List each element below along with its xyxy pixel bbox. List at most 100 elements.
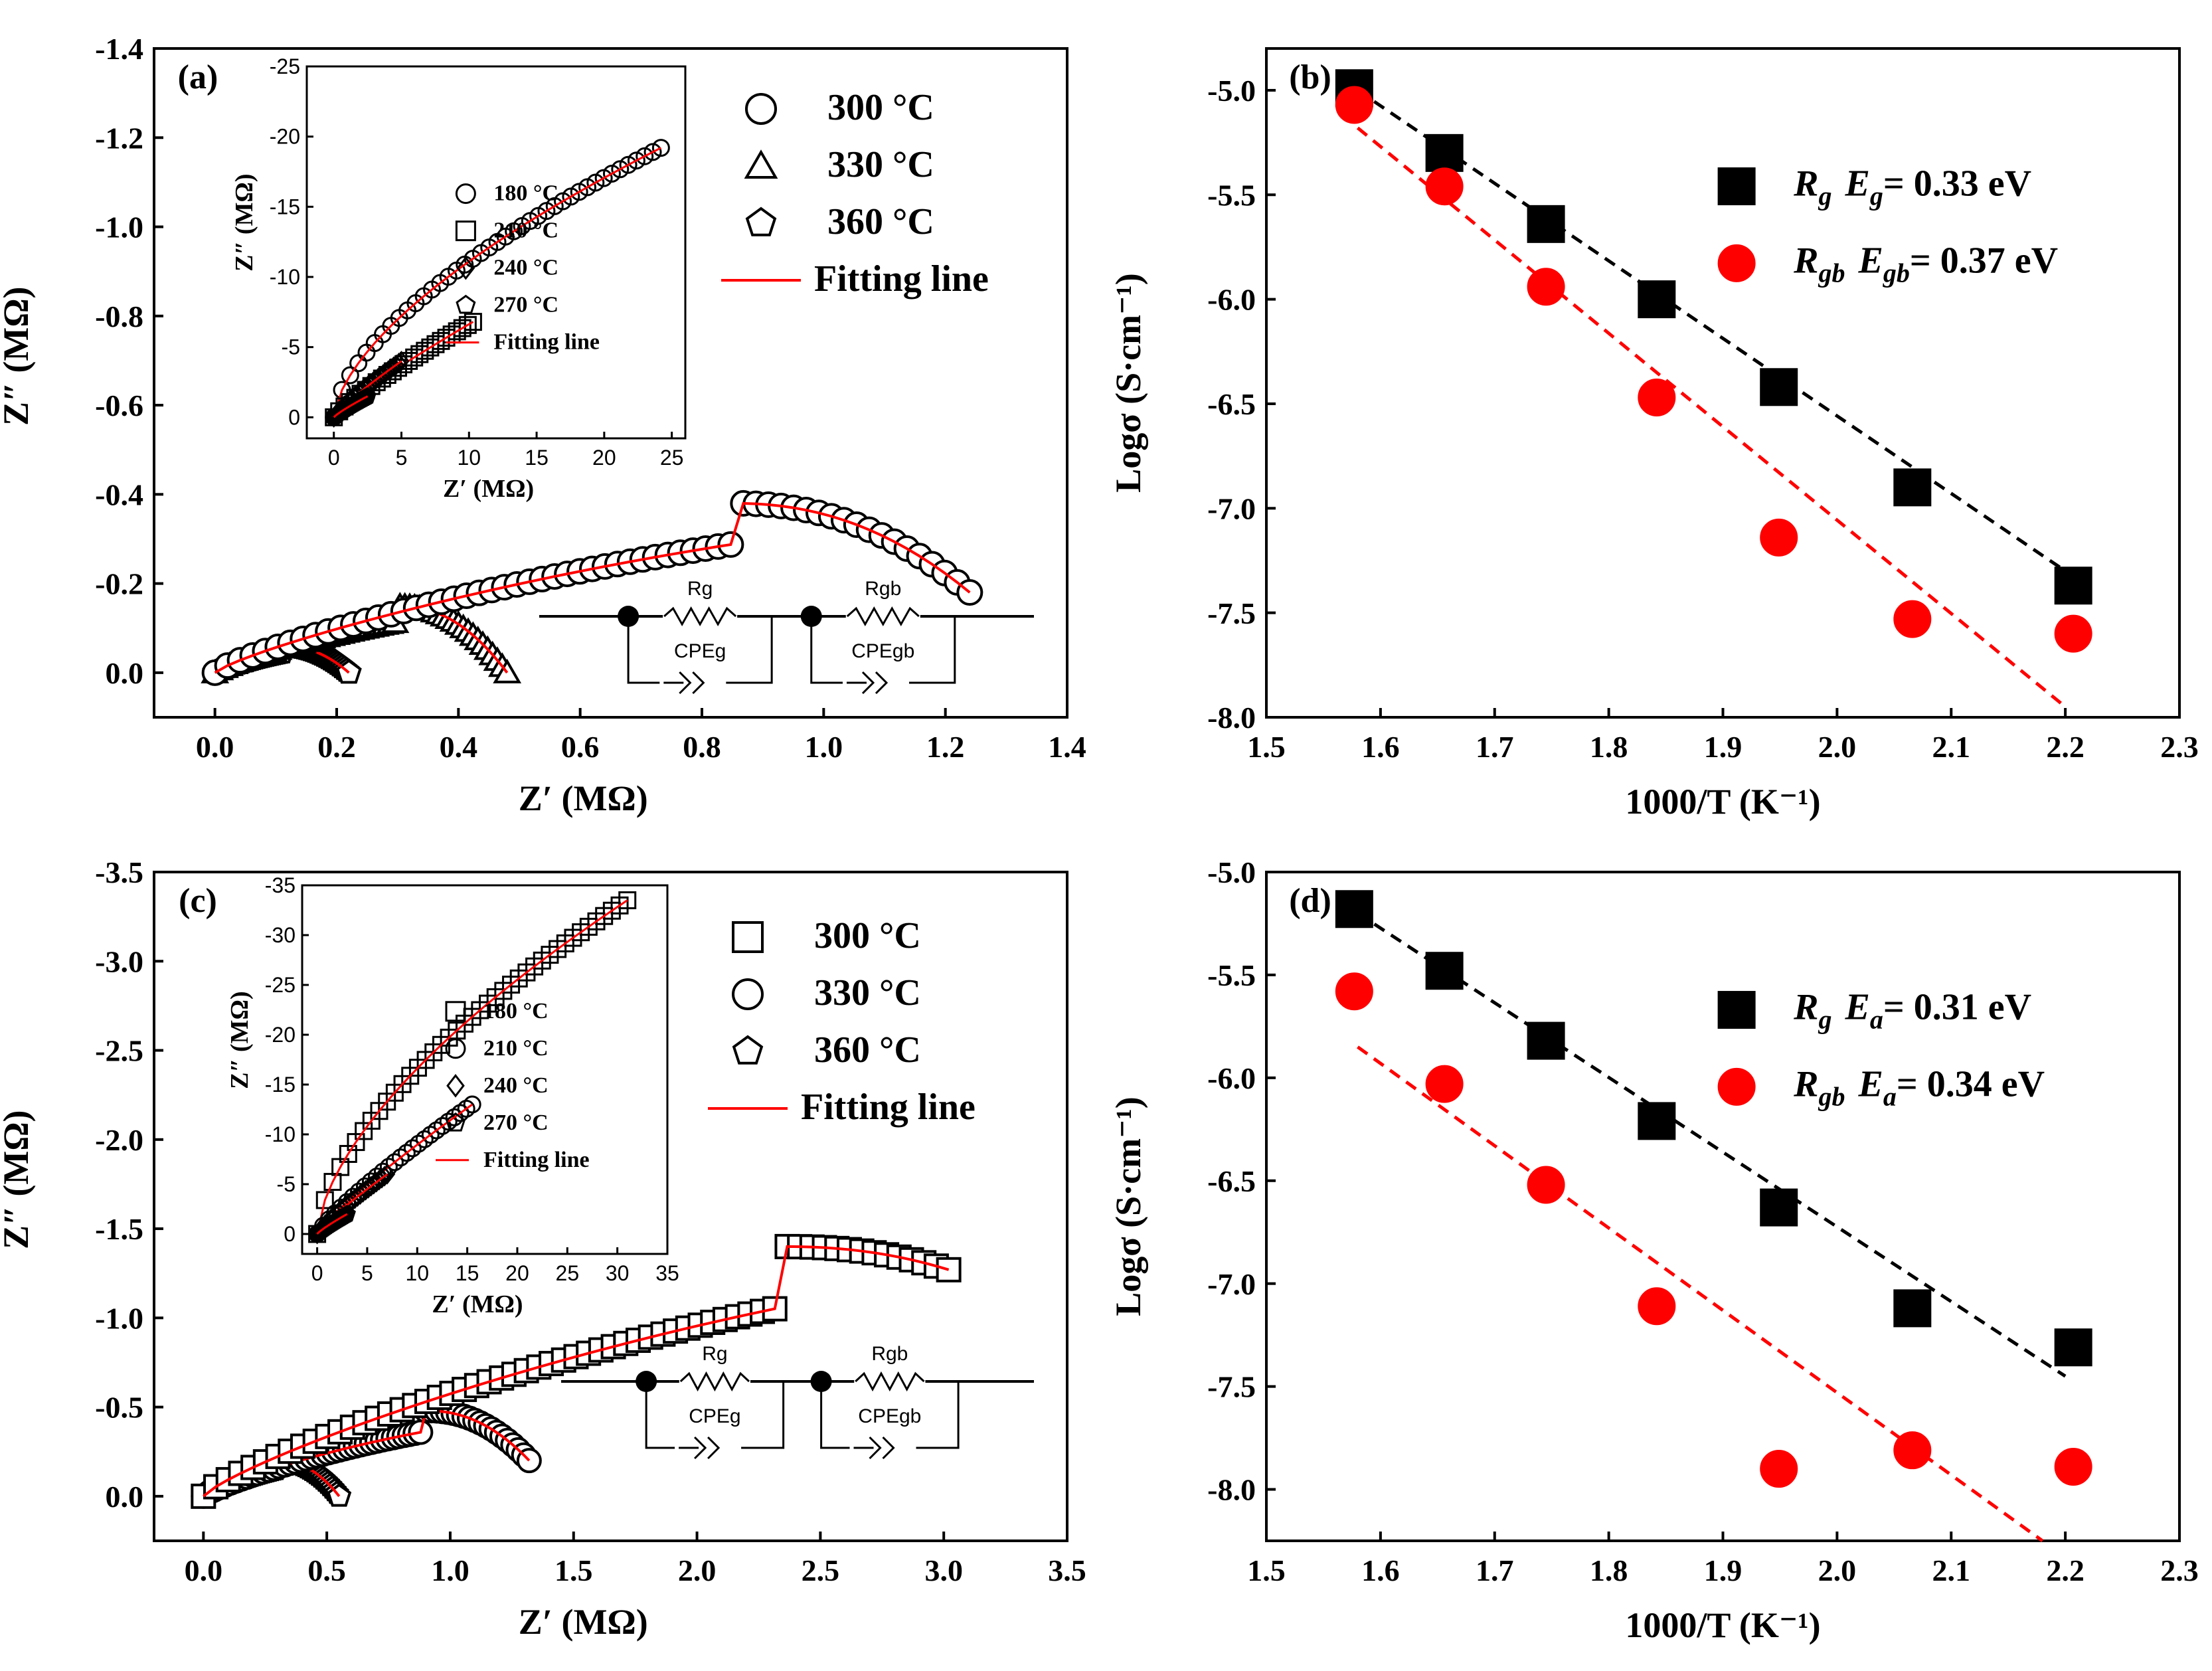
inset-legend-label: 270 °C xyxy=(493,293,558,317)
c-equivalent-circuit: Rg CPEg Rgb CPEgb xyxy=(561,1343,1034,1460)
cpe-bg xyxy=(849,1441,916,1454)
inset-legend-label: 180 °C xyxy=(493,181,558,206)
inset-y-tick-label: 0 xyxy=(284,1222,296,1246)
data-point xyxy=(1760,518,1798,557)
x-tick-label: 0.8 xyxy=(683,730,721,764)
cpe-bg xyxy=(842,676,909,689)
x-tick-label: 1.7 xyxy=(1476,730,1514,764)
inset-point xyxy=(397,1144,416,1162)
inset-point xyxy=(433,1116,452,1135)
inset-series xyxy=(308,891,637,1243)
resistor-zigzag xyxy=(663,606,737,627)
x-tick-label: 2.2 xyxy=(2046,730,2084,764)
y-tick-label: -2.5 xyxy=(95,1034,143,1068)
y-axis-label: Logσ (S·cm⁻¹) xyxy=(1108,1097,1148,1316)
data-point xyxy=(1638,1102,1676,1140)
legend-marker xyxy=(745,93,777,125)
legend-label: 300 °C xyxy=(814,915,921,956)
inset-x-tick-label: 20 xyxy=(505,1261,529,1285)
y-tick-label: -1.4 xyxy=(95,32,143,66)
y-tick-label: 0.0 xyxy=(106,656,144,690)
legend-marker xyxy=(1717,244,1756,282)
y-axis-label: Logσ (S·cm⁻¹) xyxy=(1108,273,1148,493)
legend-marker xyxy=(1717,991,1756,1029)
inset-c: 0 5 10 15 20 25 30 35 0 -5 -10 -15 -20 -25 -30 -35 Z′ (M… xyxy=(226,873,679,1318)
x-tick-label: 3.0 xyxy=(924,1553,963,1587)
resistor-label: Rg xyxy=(687,578,713,600)
series-Rgb xyxy=(1335,972,2092,1543)
data-point xyxy=(1335,972,1373,1011)
legend-label: Fitting line xyxy=(814,258,989,300)
x-tick-label: 0.5 xyxy=(307,1553,346,1587)
inset-point xyxy=(385,1153,404,1172)
inset-legend-label: 240 °C xyxy=(483,1073,549,1098)
x-axis-label: Z′ (MΩ) xyxy=(519,1602,648,1642)
x-tick-label: 1.9 xyxy=(1704,1553,1743,1587)
series-circle xyxy=(201,489,983,686)
data-point xyxy=(2054,1447,2092,1486)
resistor-label: Rg xyxy=(702,1343,727,1365)
inset-point xyxy=(437,328,456,347)
fit-line xyxy=(1356,126,2067,709)
inset-x-tick-label: 30 xyxy=(606,1261,630,1285)
panel-label: (a) xyxy=(178,58,218,96)
chart-c: 0.0 0.5 1.0 1.5 2.0 2.5 3.0 3.5 0.0 -0.5 -1.0 -1.5 -… xyxy=(0,855,1086,1642)
inset-point xyxy=(410,345,429,363)
legend-marker xyxy=(744,149,778,179)
chart-a: 0.0 0.2 0.4 0.6 0.8 1.0 1.2 1.4 0.0 -0.2 -0.4 -0.6 -… xyxy=(0,32,1086,818)
inset-legend-marker xyxy=(445,1001,466,1022)
cpe-bg xyxy=(659,676,726,689)
y-tick-label: -6.0 xyxy=(1207,283,1256,317)
y-tick-label: -1.5 xyxy=(95,1212,143,1246)
data-point xyxy=(1893,600,1932,638)
inset-point xyxy=(463,1095,481,1114)
fit-line xyxy=(214,501,971,674)
inset-point xyxy=(651,139,670,157)
y-axis-label: Z″ (MΩ) xyxy=(0,286,36,426)
inset-x-tick-label: 15 xyxy=(456,1261,479,1285)
inset-x-tick-label: 10 xyxy=(405,1261,429,1285)
data-point xyxy=(1760,1450,1798,1488)
x-tick-label: 1.6 xyxy=(1361,730,1400,764)
y-tick-label: -1.0 xyxy=(95,1301,143,1335)
inset-x-tick-label: 15 xyxy=(525,446,549,470)
x-tick-label: 1.9 xyxy=(1704,730,1743,764)
legend-marker xyxy=(732,1035,764,1065)
inset-fit-line xyxy=(316,899,628,1235)
inset-series xyxy=(325,139,670,426)
inset-point xyxy=(315,1191,334,1209)
inset-y-tick-label: -20 xyxy=(270,125,300,149)
inset-y-tick-label: -5 xyxy=(277,1172,296,1196)
inset-point xyxy=(379,1158,398,1176)
inset-legend-label: 240 °C xyxy=(493,256,558,280)
x-axis-label: Z′ (MΩ) xyxy=(519,778,648,818)
y-tick-label: -6.0 xyxy=(1207,1061,1256,1095)
y-tick-label: -2.0 xyxy=(95,1123,143,1157)
inset-x-tick-label: 35 xyxy=(655,1261,679,1285)
panel-label: (c) xyxy=(179,882,217,920)
inset-point xyxy=(415,1130,434,1148)
inset-point xyxy=(359,387,377,404)
inset-legend-label: 270 °C xyxy=(483,1110,549,1135)
inset-x-tick-label: 5 xyxy=(361,1261,373,1285)
inset-legend-marker xyxy=(445,1112,466,1132)
inset-point xyxy=(421,338,440,357)
x-tick-label: 1.8 xyxy=(1590,730,1628,764)
fit-line xyxy=(1357,88,2067,572)
legend-marker xyxy=(732,978,764,1010)
data-point xyxy=(1893,1289,1932,1328)
inset-a: 0 5 10 15 20 25 0 -5 -10 -15 -20 -25 Z′ (MΩ) Z″ (MΩ) 1… xyxy=(230,54,687,503)
legend-label: 330 °C xyxy=(827,144,934,185)
fit-line xyxy=(1357,911,2067,1378)
y-tick-label: -6.5 xyxy=(1207,1164,1256,1198)
data-point xyxy=(1335,890,1373,928)
inset-fit-line xyxy=(333,147,662,418)
x-tick-label: 1.0 xyxy=(431,1553,469,1587)
inset-point xyxy=(391,1148,410,1167)
x-tick-label: 1.2 xyxy=(926,730,965,764)
cpe-symbol xyxy=(875,671,889,695)
inset-y-tick-label: 0 xyxy=(288,405,300,429)
plot-frame xyxy=(1265,871,2181,1542)
inset-legend-label: 180 °C xyxy=(483,999,549,1023)
